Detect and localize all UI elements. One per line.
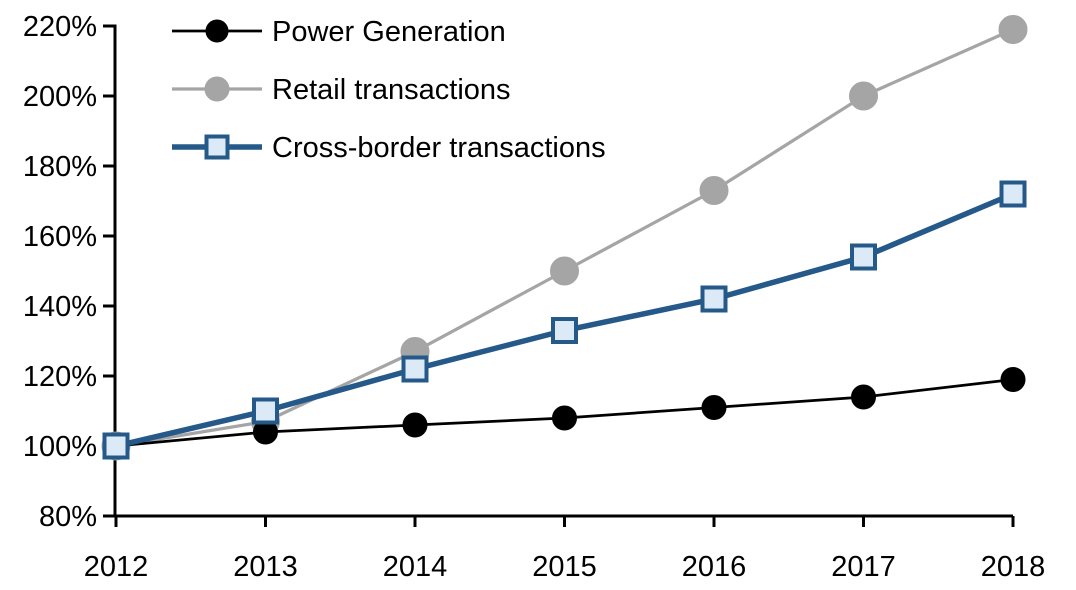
y-tick-label: 180%	[23, 151, 97, 183]
data-point-marker	[999, 180, 1027, 208]
data-point-marker	[402, 412, 428, 438]
y-tick-label: 160%	[23, 221, 97, 253]
series-cross-border-transactions	[102, 180, 1027, 460]
legend-item-retail-transactions: Retail transactions	[172, 74, 511, 106]
data-point-marker	[849, 81, 878, 111]
legend-label: Retail transactions	[272, 74, 511, 106]
x-tick-label: 2012	[84, 551, 149, 583]
legend-label: Power Generation	[272, 16, 506, 48]
data-point-marker	[700, 285, 728, 313]
data-point-marker	[551, 317, 578, 344]
legend-item-power-generation: Power Generation	[172, 16, 506, 48]
legend-label: Cross-border transactions	[272, 132, 606, 164]
legend: Power Generation Retail transactions Cross…	[172, 16, 606, 164]
y-axis-ticks: 80% 100% 120% 140% 160% 180% 200% 220%	[23, 11, 115, 533]
data-point-marker	[550, 256, 579, 286]
series-line	[115, 28, 1014, 448]
legend-item-cross-border-transactions: Cross-border transactions	[172, 132, 606, 164]
data-point-marker	[998, 15, 1028, 44]
y-tick-label: 220%	[23, 11, 97, 43]
data-point-marker	[252, 397, 279, 425]
y-tick-label: 80%	[39, 501, 97, 533]
data-point-marker	[699, 176, 729, 205]
y-tick-label: 140%	[23, 291, 97, 323]
data-point-marker	[851, 384, 876, 410]
data-point-marker	[850, 243, 877, 271]
data-point-marker	[1000, 367, 1026, 392]
legend-marker-icon	[204, 134, 230, 160]
legend-marker-icon	[204, 76, 230, 102]
data-point-marker	[401, 355, 429, 383]
x-axis-ticks: 2012 2013 2014 2015 2016 2017 2018	[84, 516, 1046, 583]
data-point-marker	[701, 395, 727, 420]
x-tick-label: 2018	[981, 551, 1046, 583]
series-power-generation	[103, 367, 1026, 459]
x-tick-label: 2014	[383, 551, 448, 583]
x-tick-label: 2015	[532, 551, 597, 583]
x-tick-label: 2017	[831, 551, 896, 583]
x-tick-label: 2016	[682, 551, 747, 583]
data-point-marker	[102, 432, 130, 460]
x-tick-label: 2013	[233, 551, 298, 583]
y-tick-label: 100%	[23, 431, 97, 463]
legend-marker-icon	[205, 19, 229, 43]
data-point-marker	[552, 405, 577, 431]
y-tick-label: 200%	[23, 81, 97, 113]
y-tick-label: 120%	[23, 361, 97, 393]
